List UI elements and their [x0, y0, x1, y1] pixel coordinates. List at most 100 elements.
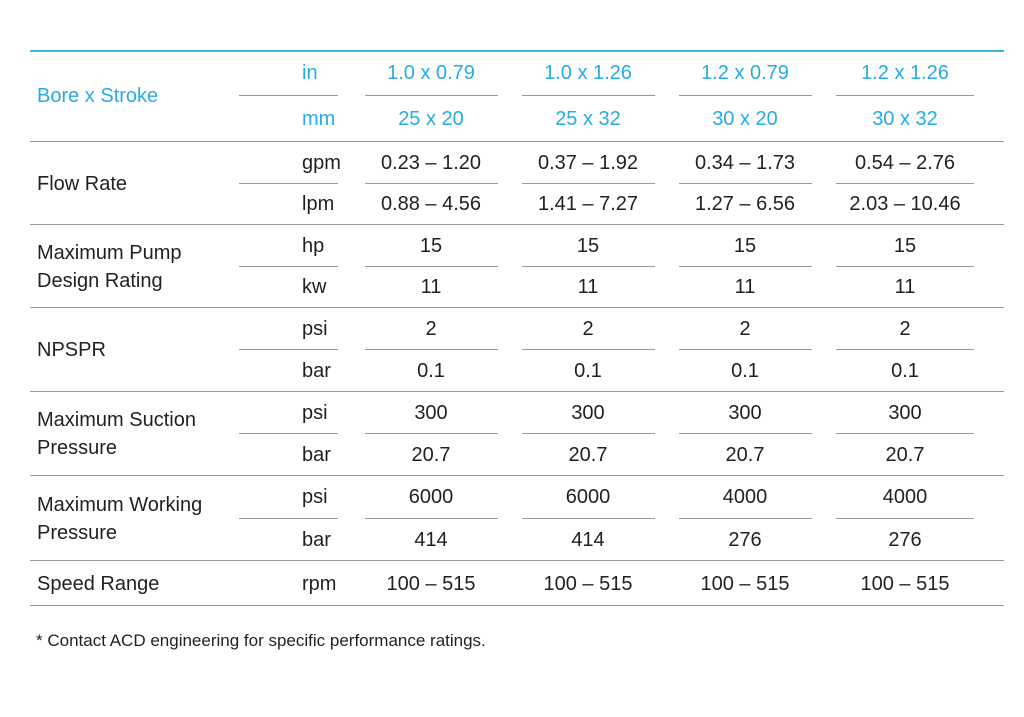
group-rule: [30, 560, 1004, 561]
sub-rule: [365, 349, 498, 350]
value-cell: 2: [739, 318, 751, 340]
unit-cell: lpm: [302, 193, 335, 215]
value-cell: 0.1: [891, 360, 919, 382]
sub-rule: [239, 518, 338, 519]
value-cell: 6000: [565, 486, 611, 508]
value-cell: 2: [425, 318, 437, 340]
sub-rule: [365, 266, 498, 267]
row-label: NPSPR: [37, 339, 106, 361]
value-cell: 300: [571, 402, 605, 424]
value-cell: 276: [888, 529, 922, 551]
value-cell: 0.1: [574, 360, 602, 382]
sub-rule: [522, 518, 655, 519]
value-cell: 20.7: [885, 444, 925, 466]
sub-rule: [522, 266, 655, 267]
unit-cell: in: [302, 62, 318, 84]
value-cell: 300: [888, 402, 922, 424]
unit-cell: kw: [302, 276, 327, 298]
row-group: Maximum Pump Design Rating hp 15 15 15 15 kw 11…: [30, 225, 1004, 308]
value-cell: 2: [582, 318, 594, 340]
row-label: Maximum Suction Pressure: [37, 409, 196, 459]
value-cell: 414: [571, 529, 605, 551]
value-cell: 276: [728, 529, 762, 551]
value-cell: 0.23 – 1.20: [380, 152, 482, 174]
group-rule: [30, 141, 1004, 142]
value-cell: 100 – 515: [860, 573, 950, 595]
value-cell: 0.54 – 2.76: [854, 152, 956, 174]
sub-rule: [365, 95, 498, 96]
group-rule: [30, 391, 1004, 392]
value-cell: 414: [414, 529, 448, 551]
sub-rule: [522, 95, 655, 96]
value-cell: 15: [419, 235, 443, 257]
value-cell: 4000: [882, 486, 928, 508]
sub-rule: [836, 266, 974, 267]
value-cell: 2.03 – 10.46: [849, 193, 961, 215]
group-rule: [30, 224, 1004, 225]
top-rule: [30, 50, 1004, 52]
value-cell: 1.2 x 1.26: [861, 62, 949, 84]
value-cell: 1.0 x 1.26: [544, 62, 632, 84]
row-group: Flow Rate gpm 0.23 – 1.20 0.37 – 1.92 0.34 –…: [30, 142, 1004, 225]
row-label: Bore x Stroke: [37, 85, 159, 107]
value-cell: 100 – 515: [386, 573, 476, 595]
value-cell: 25 x 20: [398, 108, 464, 130]
value-cell: 30 x 20: [712, 108, 778, 130]
value-cell: 20.7: [725, 444, 765, 466]
value-cell: 4000: [722, 486, 768, 508]
value-cell: 15: [893, 235, 917, 257]
group-rule: [30, 605, 1004, 606]
value-cell: 0.1: [731, 360, 759, 382]
value-cell: 11: [734, 276, 756, 298]
row-label: Flow Rate: [37, 173, 128, 195]
value-cell: 100 – 515: [700, 573, 790, 595]
sub-rule: [365, 183, 498, 184]
sub-rule: [836, 95, 974, 96]
sub-rule: [239, 433, 338, 434]
sub-rule: [679, 433, 812, 434]
value-cell: 1.27 – 6.56: [694, 193, 796, 215]
value-cell: 15: [733, 235, 757, 257]
sub-rule: [239, 266, 338, 267]
value-cell: 30 x 32: [872, 108, 938, 130]
sub-rule: [522, 433, 655, 434]
value-cell: 15: [576, 235, 600, 257]
sub-rule: [522, 183, 655, 184]
value-cell: 6000: [408, 486, 454, 508]
unit-cell: psi: [302, 486, 328, 508]
row-group: Maximum Working Pressure psi 6000 6000 4000 4…: [30, 476, 1004, 561]
unit-cell: bar: [302, 360, 331, 382]
sub-rule: [679, 95, 812, 96]
value-cell: 300: [728, 402, 762, 424]
sub-rule: [679, 266, 812, 267]
sub-rule: [679, 518, 812, 519]
value-cell: 0.1: [417, 360, 445, 382]
value-cell: 25 x 32: [555, 108, 621, 130]
row-label: Speed Range: [37, 573, 160, 595]
value-cell: 2: [899, 318, 911, 340]
unit-cell: psi: [302, 318, 328, 340]
unit-cell: gpm: [302, 152, 341, 174]
value-cell: 11: [577, 276, 599, 298]
value-cell: 11: [420, 276, 442, 298]
group-rule: [30, 475, 1004, 476]
sub-rule: [239, 183, 338, 184]
value-cell: 1.41 – 7.27: [537, 193, 639, 215]
row-group: Speed Range rpm 100 – 515 100 – 515 100 – 51…: [30, 561, 1004, 606]
sub-rule: [239, 349, 338, 350]
unit-cell: mm: [302, 108, 336, 130]
value-cell: 1.0 x 0.79: [387, 62, 475, 84]
footnote: * Contact ACD engineering for specific p…: [36, 631, 486, 650]
value-cell: 300: [414, 402, 448, 424]
value-cell: 0.88 – 4.56: [380, 193, 482, 215]
sub-rule: [836, 349, 974, 350]
row-group: NPSPR psi 2 2 2 2 bar 0.1 0.1 0.1 0.1: [30, 308, 1004, 392]
row-group: Maximum Suction Pressure psi 300 300 300 300 b…: [30, 392, 1004, 476]
value-cell: 20.7: [411, 444, 451, 466]
row-label: Maximum Pump Design Rating: [37, 242, 182, 292]
sub-rule: [522, 349, 655, 350]
sub-rule: [836, 183, 974, 184]
value-cell: 0.34 – 1.73: [694, 152, 796, 174]
unit-cell: rpm: [302, 573, 337, 595]
sub-rule: [679, 349, 812, 350]
